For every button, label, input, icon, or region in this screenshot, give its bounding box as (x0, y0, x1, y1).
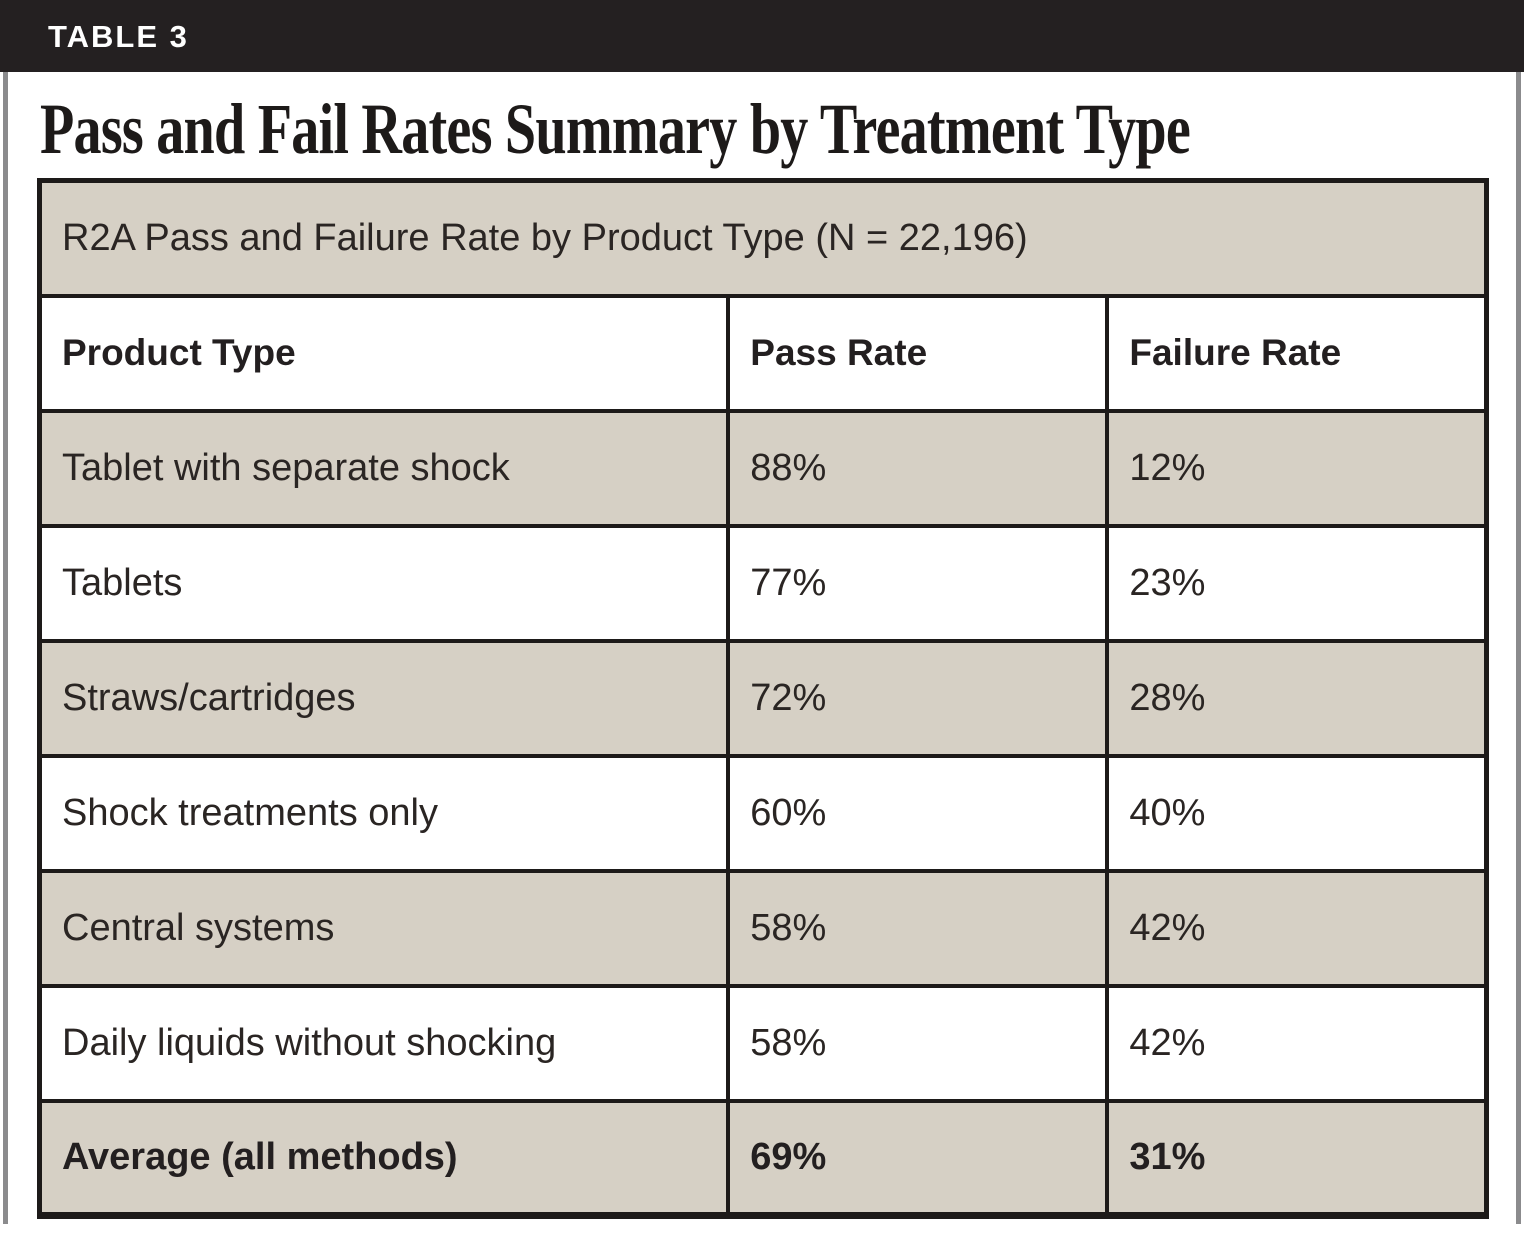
table-kicker-label: TABLE 3 (48, 19, 189, 54)
cell-failure-rate: 23% (1105, 523, 1489, 643)
cell-failure-rate: 40% (1105, 753, 1489, 873)
table-row: Shock treatments only 60% 40% (37, 753, 1489, 873)
cell-failure-rate: 28% (1105, 638, 1489, 758)
column-header-pass-rate: Pass Rate (726, 293, 1110, 413)
table-row: Straws/cartridges 72% 28% (37, 638, 1489, 758)
cell-pass-rate: 77% (726, 523, 1110, 643)
table-caption: R2A Pass and Failure Rate by Product Typ… (37, 178, 1489, 298)
table-row-average: Average (all methods) 69% 31% (37, 1098, 1489, 1218)
cell-failure-rate: 31% (1105, 1098, 1489, 1218)
cell-failure-rate: 42% (1105, 868, 1489, 988)
cell-product-type: Daily liquids without shocking (37, 983, 731, 1103)
table-row: Central systems 58% 42% (37, 868, 1489, 988)
table-caption-row: R2A Pass and Failure Rate by Product Typ… (37, 178, 1489, 298)
cell-pass-rate: 58% (726, 868, 1110, 988)
cell-failure-rate: 12% (1105, 408, 1489, 528)
page-edge-left (3, 72, 8, 1224)
cell-product-type: Average (all methods) (37, 1098, 731, 1218)
column-header-row: Product Type Pass Rate Failure Rate (37, 293, 1489, 413)
table-row: Tablet with separate shock 88% 12% (37, 408, 1489, 528)
column-header-product-type: Product Type (37, 293, 731, 413)
table-row: Tablets 77% 23% (37, 523, 1489, 643)
page-edge-right (1516, 72, 1521, 1224)
cell-pass-rate: 72% (726, 638, 1110, 758)
cell-product-type: Tablet with separate shock (37, 408, 731, 528)
column-header-failure-rate: Failure Rate (1105, 293, 1489, 413)
cell-pass-rate: 58% (726, 983, 1110, 1103)
cell-pass-rate: 69% (726, 1098, 1110, 1218)
cell-product-type: Central systems (37, 868, 731, 988)
cell-product-type: Tablets (37, 523, 731, 643)
table-title: Pass and Fail Rates Summary by Treatment… (40, 89, 1191, 169)
cell-product-type: Straws/cartridges (37, 638, 731, 758)
pass-fail-rates-table: R2A Pass and Failure Rate by Product Typ… (37, 178, 1489, 1219)
cell-pass-rate: 88% (726, 408, 1110, 528)
cell-failure-rate: 42% (1105, 983, 1489, 1103)
table-kicker-bar: TABLE 3 (0, 0, 1524, 72)
cell-product-type: Shock treatments only (37, 753, 731, 873)
table-row: Daily liquids without shocking 58% 42% (37, 983, 1489, 1103)
cell-pass-rate: 60% (726, 753, 1110, 873)
